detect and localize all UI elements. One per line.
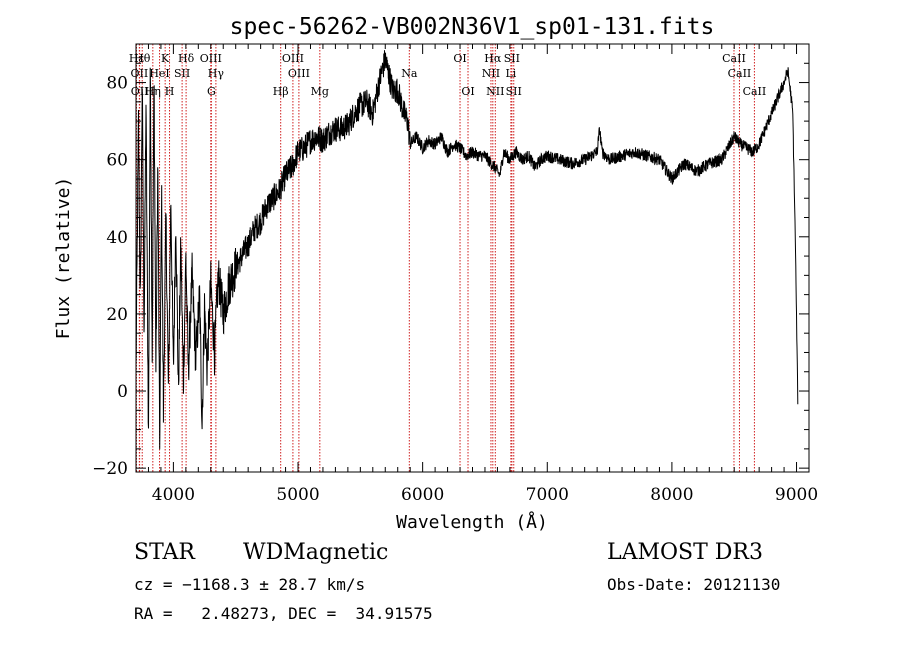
marker-label-19: OI (461, 85, 474, 98)
marker-label-4: HeI (149, 67, 169, 80)
flux-series (135, 50, 799, 450)
survey-name: LAMOST DR3 (607, 540, 763, 565)
y-tick-label: −20 (92, 459, 128, 479)
marker-label-27: CaII (728, 67, 752, 80)
marker-label-12: G (207, 85, 216, 98)
y-tick-label: 40 (106, 228, 128, 248)
object-subclass: WDMagnetic (243, 540, 388, 565)
marker-label-2: OII (131, 85, 149, 98)
marker-label-9: Hδ (178, 52, 195, 65)
marker-label-21: NII (482, 67, 500, 80)
y-tick-label: 60 (106, 151, 128, 171)
marker-label-28: CaII (743, 85, 767, 98)
marker-label-0: Hε (129, 52, 145, 65)
marker-label-20: Hα (484, 52, 502, 65)
x-axis-ticks: 4000 5000 6000 7000 8000 9000 (135, 44, 818, 505)
x-tick-label: 7000 (526, 485, 569, 505)
marker-label-24: Li (505, 67, 516, 80)
marker-label-22: NII (486, 85, 504, 98)
x-tick-label: 9000 (775, 485, 818, 505)
marker-label-5: Hη (145, 85, 161, 98)
x-tick-label: 5000 (276, 485, 319, 505)
y-tick-label: 20 (106, 305, 128, 325)
redshift-line: cz = −1168.3 ± 28.7 km/s (134, 575, 365, 594)
marker-label-23: SII (504, 52, 520, 65)
marker-label-8: H (165, 85, 175, 98)
marker-label-18: OI (453, 52, 466, 65)
marker-label-13: Hβ (273, 85, 289, 98)
y-axis-ticks: −20 0 20 40 60 80 (92, 43, 809, 479)
y-tick-label: 0 (117, 382, 128, 402)
marker-label-26: CaII (722, 52, 746, 65)
y-axis-label: Flux (relative) (53, 177, 74, 340)
chart-title: spec-56262-VB002N36V1_sp01-131.fits (230, 14, 715, 40)
marker-label-15: OIII (288, 67, 310, 80)
marker-label-11: Hγ (208, 67, 225, 80)
obs-date: Obs-Date: 20121130 (607, 575, 780, 594)
y-tick-label: 80 (106, 74, 128, 94)
marker-label-25: SII (506, 85, 522, 98)
marker-label-16: Mg (311, 85, 329, 98)
marker-label-1: OII (131, 67, 149, 80)
marker-label-6: K (161, 52, 170, 65)
object-class: STAR (134, 540, 196, 565)
x-tick-label: 4000 (152, 485, 195, 505)
marker-label-7: SII (174, 67, 190, 80)
marker-label-3: Hθ (134, 52, 151, 65)
marker-label-10: OIII (200, 52, 222, 65)
radec-line: RA = 2.48273, DEC = 34.91575 (134, 604, 433, 623)
flux-line (135, 50, 799, 450)
x-tick-label: 8000 (650, 485, 693, 505)
x-tick-label: 6000 (401, 485, 444, 505)
spectral-line-markers (135, 44, 755, 472)
marker-label-14: OIII (282, 52, 304, 65)
marker-label-17: Na (401, 67, 418, 80)
x-axis-label: Wavelength (Å) (396, 511, 548, 533)
